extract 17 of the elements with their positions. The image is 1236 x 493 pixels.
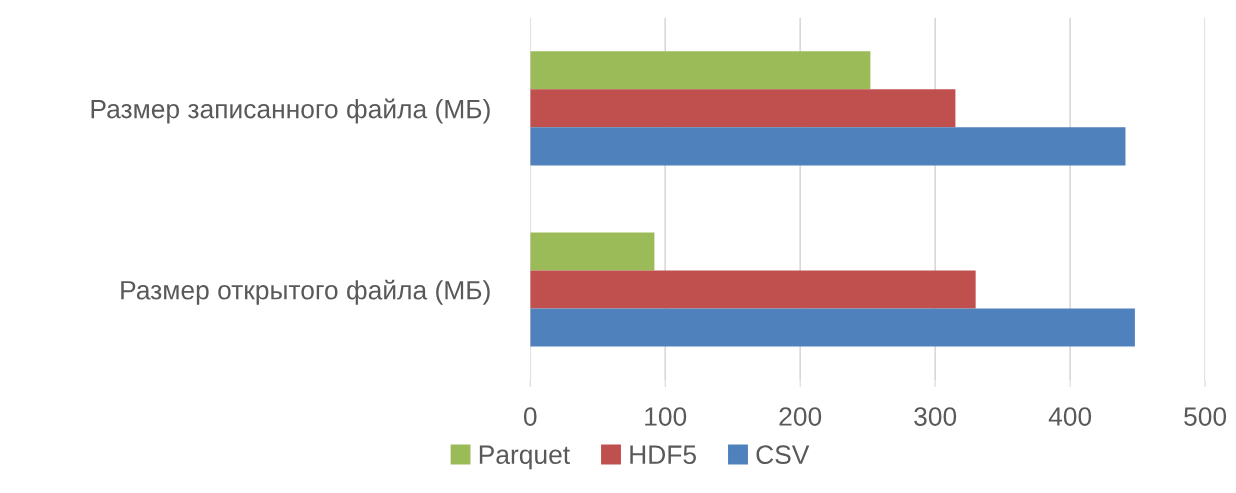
bar [530, 51, 871, 90]
bar [530, 308, 1135, 347]
x-tick-label: 100 [645, 407, 687, 426]
legend-label: Parquet [479, 445, 570, 470]
x-tick-label: 500 [1184, 407, 1227, 426]
x-tick-label: 0 [523, 407, 537, 426]
x-tick-label: 200 [779, 407, 822, 426]
legend-label: HDF5 [630, 445, 696, 465]
bar [530, 270, 976, 309]
bar [530, 127, 1126, 166]
x-tick-label: 300 [914, 407, 957, 426]
y-tick-label: Размер открытого файла (МБ) [121, 279, 490, 305]
legend-label: CSV [756, 445, 810, 465]
y-tick-label: Размер записанного файла (МБ) [91, 98, 490, 124]
bar [530, 232, 655, 271]
bar [530, 89, 956, 128]
x-tick-label: 400 [1048, 407, 1092, 426]
